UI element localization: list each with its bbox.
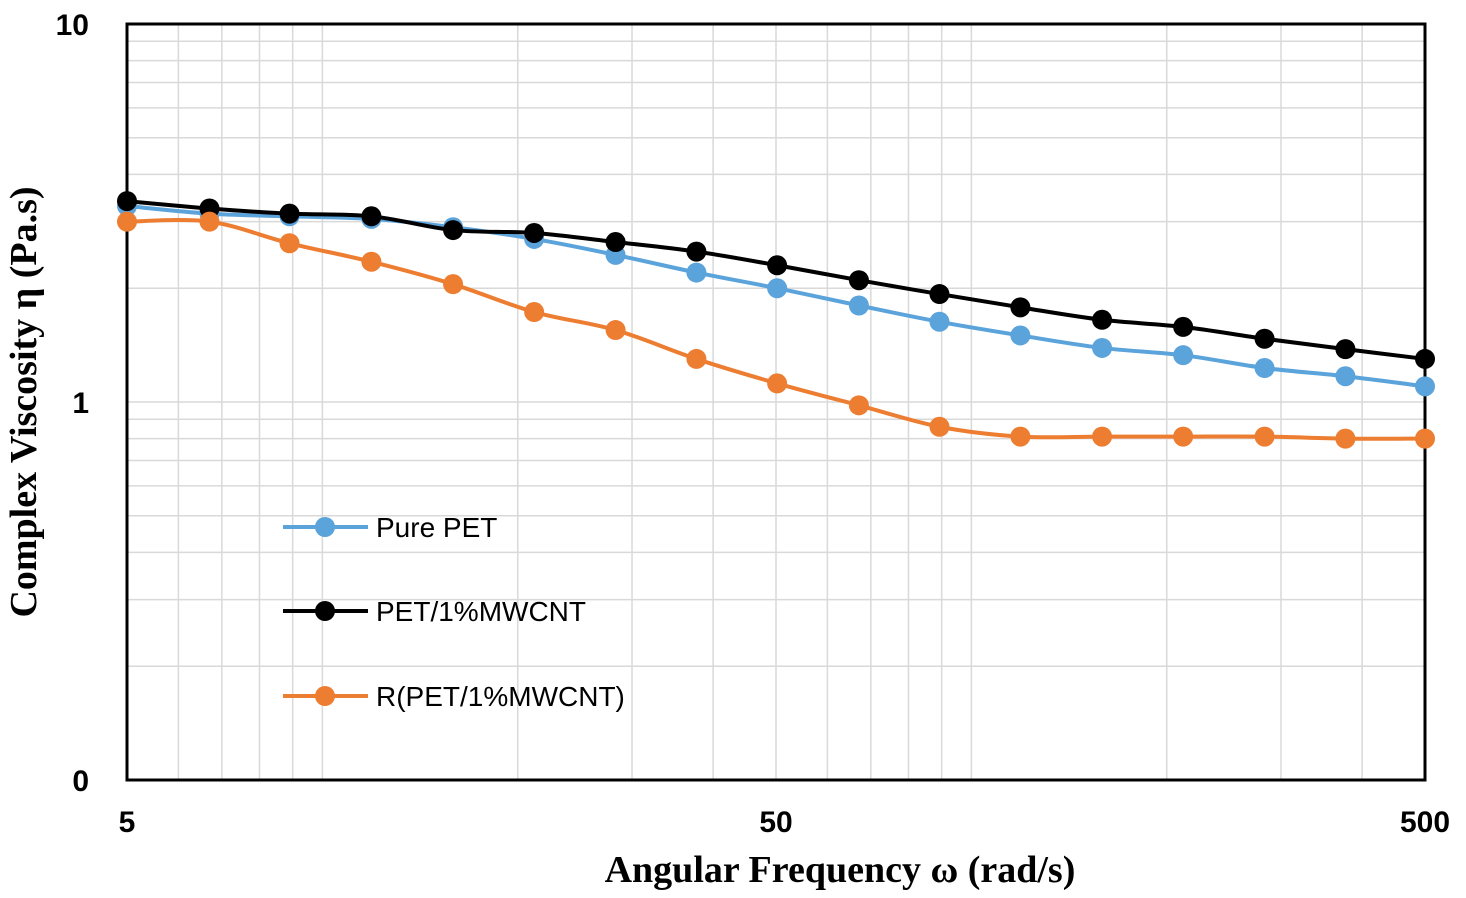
x-axis-title: Angular Frequency ω (rad/s) [605,849,1076,891]
data-point [443,220,464,241]
data-point [848,270,869,291]
y-tick-label: 1 [72,387,89,420]
legend-label: Pure PET [376,512,497,543]
data-point [1415,428,1435,449]
data-point [1173,345,1194,366]
data-point [279,203,300,224]
legend-label: R(PET/1%MWCNT) [376,681,625,712]
series [117,191,1435,449]
legend-swatch-marker [315,686,335,706]
data-point [605,320,626,341]
data-point [1010,426,1031,447]
data-point [443,274,464,295]
legend-swatch-marker [315,601,335,621]
data-point [929,284,950,305]
x-tick-label: 50 [759,806,792,839]
data-point [1092,426,1113,447]
legend-item: PET/1%MWCNT [283,596,586,627]
data-point [767,373,788,394]
y-axis-title: Complex Viscosity η (Pa.s) [3,186,45,617]
data-point [1415,348,1435,369]
data-point [686,241,707,262]
data-point [1415,376,1435,397]
data-point [524,222,545,243]
series-2 [117,211,1435,449]
x-tick-label: 500 [1400,806,1450,839]
legend-label: PET/1%MWCNT [376,596,586,627]
data-point [1254,426,1275,447]
data-point [1092,309,1113,330]
data-point [1092,337,1113,358]
data-point [1335,428,1356,449]
data-point [848,295,869,316]
y-tick-label: 10 [56,9,89,42]
data-point [686,262,707,283]
legend-swatch-marker [315,517,335,537]
data-point [524,302,545,323]
data-point [1010,325,1031,346]
legend: Pure PET PET/1%MWCNT R(PET/1%MWCNT) [283,512,625,712]
plot-frame [125,22,1427,782]
series-1 [117,191,1435,369]
data-point [1254,358,1275,379]
data-point [929,311,950,332]
data-point [199,211,220,232]
data-point [1335,366,1356,387]
legend-item: R(PET/1%MWCNT) [283,681,625,712]
x-tick-label: 5 [119,806,136,839]
data-point [1173,426,1194,447]
data-point [361,251,382,272]
data-point [929,416,950,437]
data-point [1010,297,1031,318]
data-point [767,255,788,276]
grid [127,24,1425,780]
y-tick-label: 0 [72,765,89,798]
data-point [605,232,626,253]
data-point [1335,339,1356,360]
data-point [117,191,137,212]
data-point [767,278,788,299]
data-point [1254,328,1275,349]
data-point [1173,316,1194,337]
data-point [686,348,707,369]
data-point [361,206,382,227]
data-point [279,233,300,254]
data-point [848,395,869,416]
legend-item: Pure PET [283,512,497,543]
data-point [117,211,137,232]
